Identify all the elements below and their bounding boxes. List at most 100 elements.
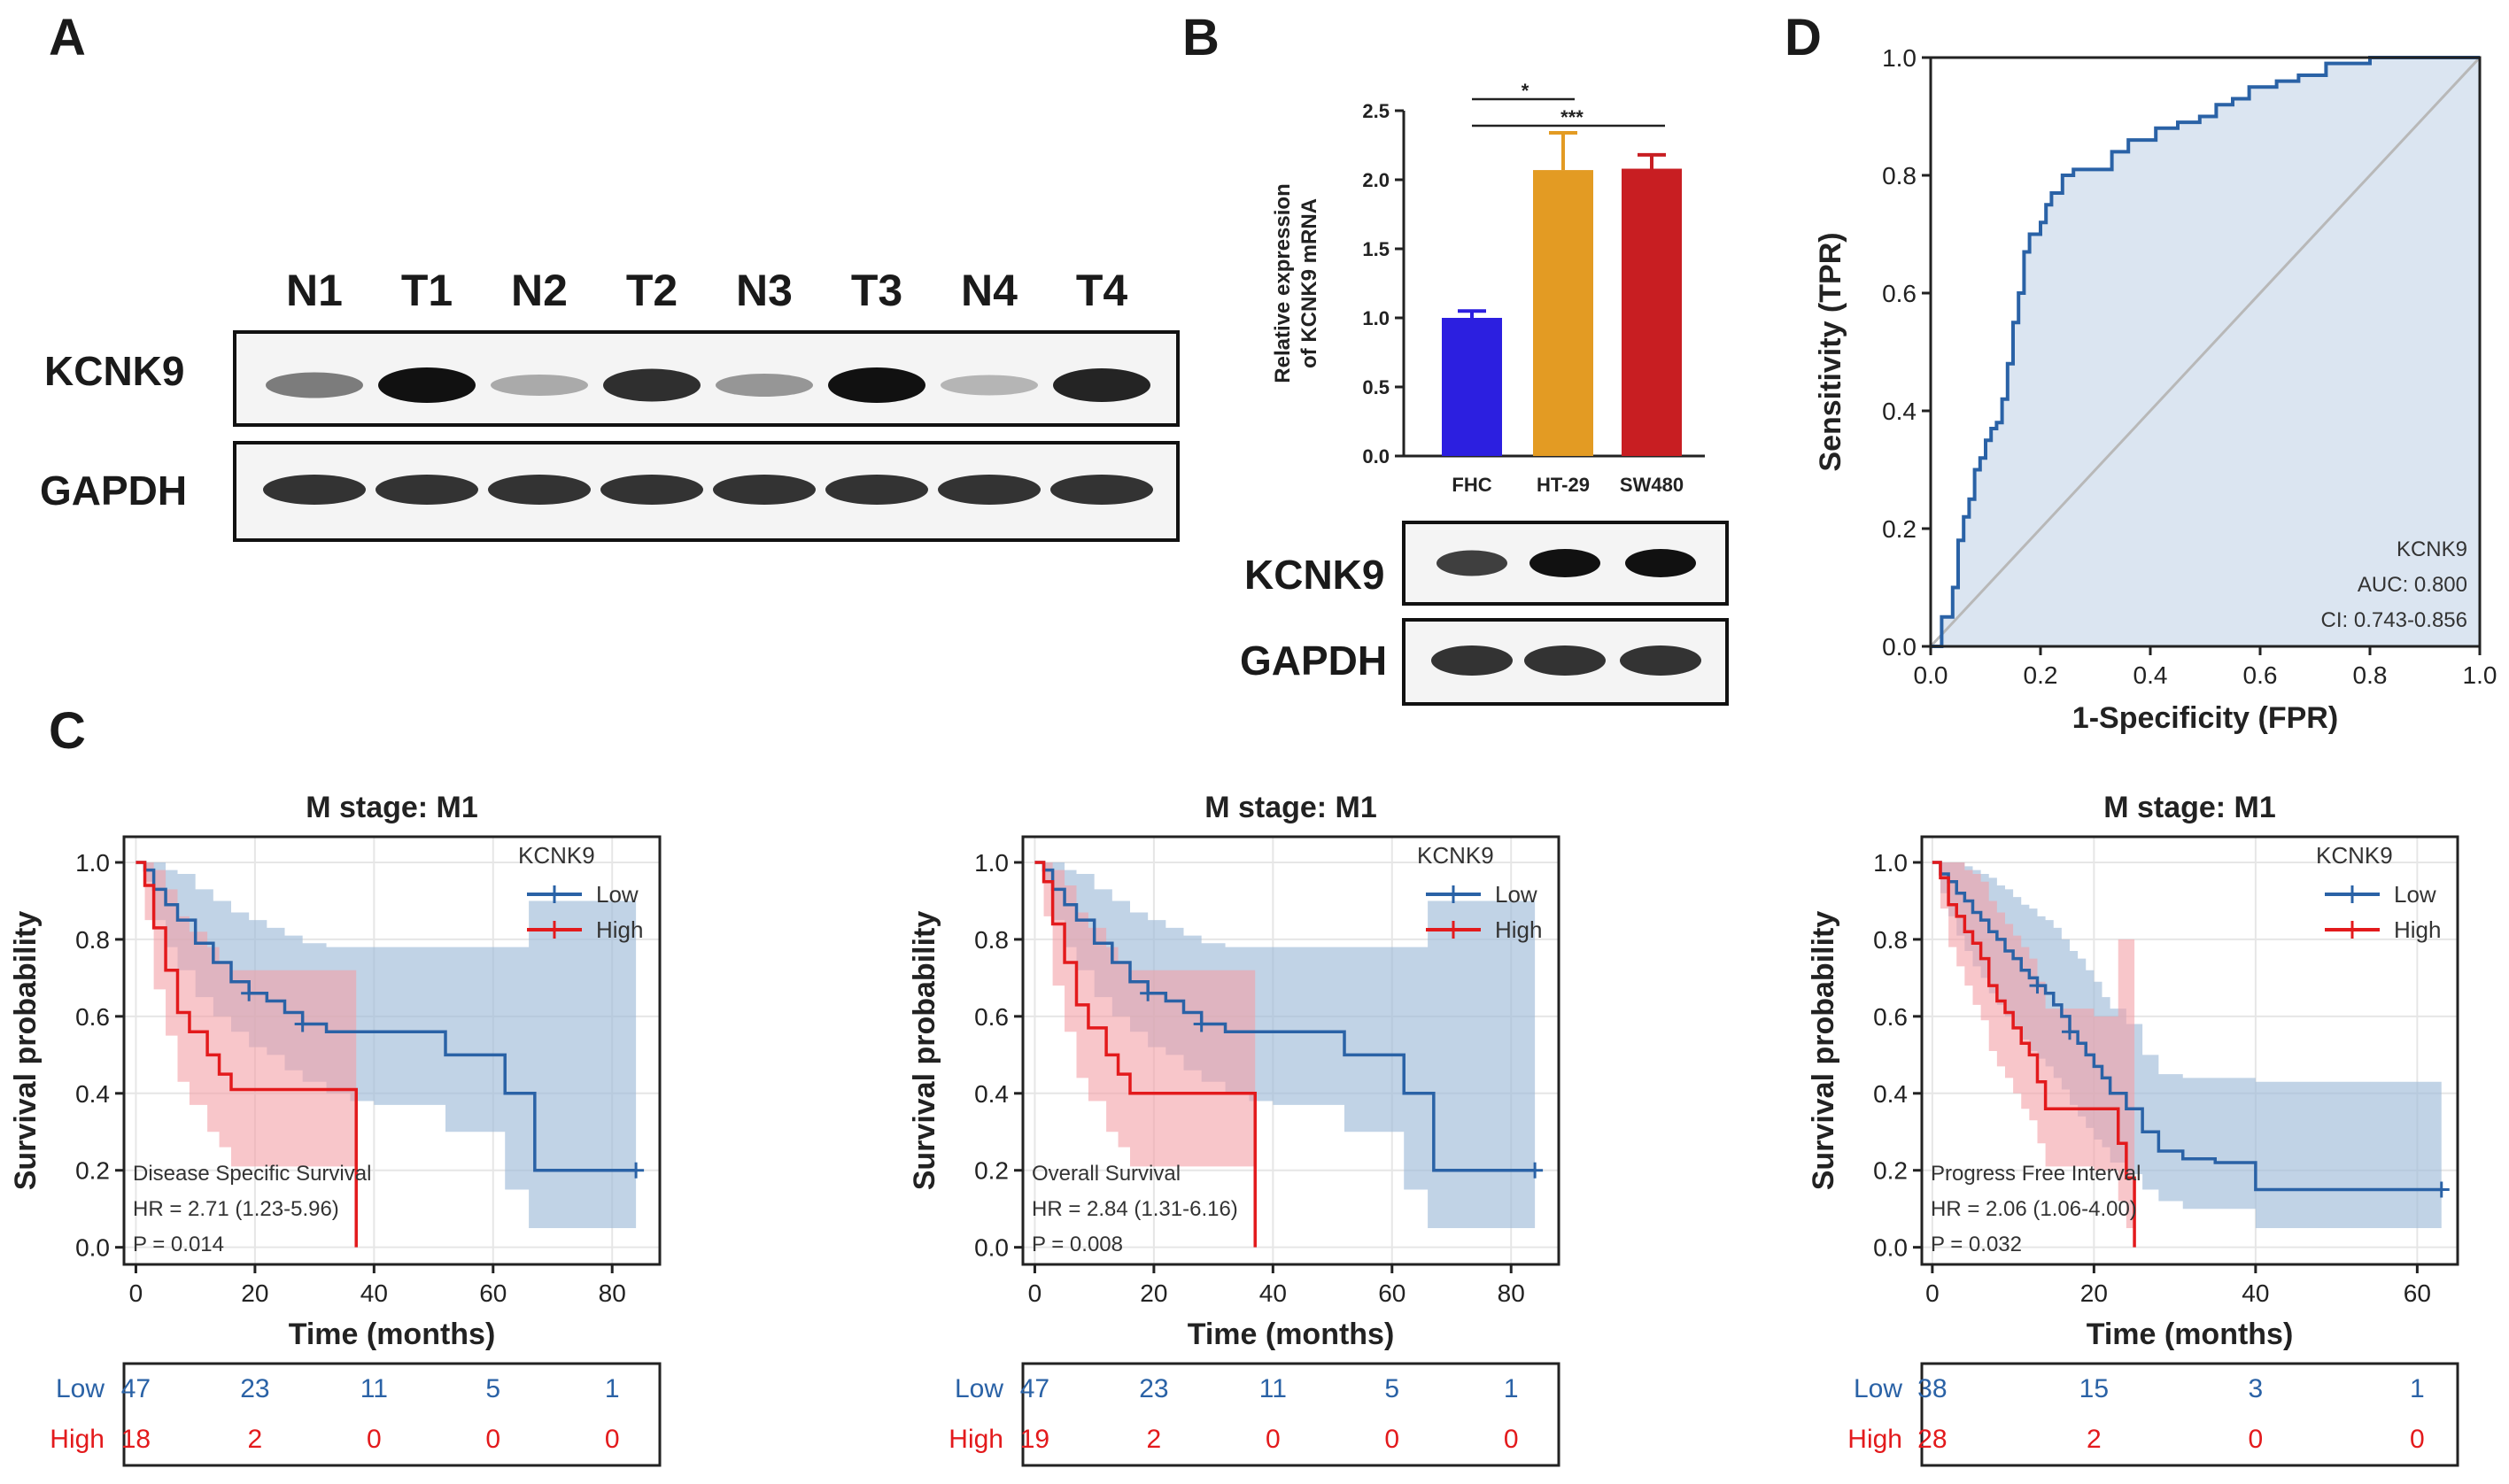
kcnk9-band-1	[266, 372, 363, 398]
blot-b-gapdh-band-3	[1620, 645, 1701, 676]
kcnk9-band-2	[378, 367, 476, 403]
bar-category-label: FHC	[1452, 474, 1491, 496]
blot-b-target-label: KCNK9	[1244, 552, 1384, 598]
lane-label-2: T1	[401, 266, 453, 315]
km-ytick-label: 0.0	[974, 1234, 1009, 1262]
kcnk9-band-3	[491, 375, 588, 396]
km-legend-low: Low	[596, 881, 639, 908]
blot-a-target-box	[233, 330, 1180, 427]
km-high-ci-band	[1932, 862, 2135, 1228]
roc-xlabel: 1-Specificity (FPR)	[2072, 701, 2338, 735]
km-legend-high: High	[1495, 916, 1542, 943]
km-xtick-label: 40	[1259, 1279, 1287, 1307]
bar-ylabel-line1: Relative expression	[1271, 183, 1295, 383]
km-risk-high-count: 0	[367, 1425, 382, 1454]
km-frame	[1021, 835, 1560, 1266]
km-risk-high-count: 0	[2410, 1425, 2425, 1454]
km-risk-low-count: 1	[2410, 1374, 2425, 1403]
roc-ytick-label: 1.0	[1882, 44, 1917, 72]
km-ytick-label: 0.6	[1873, 1003, 1908, 1031]
km-annotation-p: P = 0.032	[1931, 1233, 2022, 1256]
km-risk-low-count: 15	[2079, 1374, 2109, 1403]
gapdh-band-1	[263, 475, 366, 505]
bar-ytick-label: 0.5	[1362, 376, 1390, 398]
km-xtick-label: 0	[129, 1279, 143, 1307]
gapdh-band-4	[600, 475, 703, 505]
km-ytick-label: 1.0	[974, 849, 1009, 877]
kcnk9-band-4	[603, 368, 701, 402]
blot-b-kcnk9-band-3	[1625, 549, 1696, 577]
km-frame	[122, 835, 662, 1266]
gapdh-band-6	[825, 475, 928, 505]
gapdh-band-2	[376, 475, 478, 505]
lane-label-3: N2	[511, 266, 568, 315]
km-risk-low-count: 5	[485, 1374, 500, 1403]
kcnk9-band-8	[1053, 368, 1150, 402]
km-xlabel: Time (months)	[289, 1318, 496, 1351]
bar-sw480	[1622, 168, 1682, 456]
km-ytick-label: 0.6	[75, 1003, 110, 1031]
km-ytick-label: 0.2	[75, 1157, 110, 1185]
km-low-censor	[628, 1162, 645, 1179]
kcnk9-band-5	[716, 374, 813, 397]
bar-ht-29	[1533, 170, 1593, 456]
km-risk-high-count: 0	[485, 1425, 500, 1454]
lane-label-5: N3	[736, 266, 793, 315]
km-risk-table	[1021, 1362, 1560, 1467]
km-risk-high-count: 18	[121, 1425, 151, 1454]
km-legend-low: Low	[2394, 881, 2436, 908]
km-chart-dss: 0.00.20.40.60.81.00 20 40 60 80M stage: M1Ti…	[9, 791, 662, 1467]
bar-category-label: HT-29	[1537, 474, 1590, 496]
lane-label-6: T3	[851, 266, 902, 315]
km-ytick-label: 0.4	[1873, 1080, 1908, 1108]
km-risk-high-count: 2	[248, 1425, 263, 1454]
km-risk-low-count: 23	[1139, 1374, 1168, 1403]
km-ytick-label: 0.0	[75, 1234, 110, 1262]
km-legend-low: Low	[1495, 881, 1537, 908]
western-blot-b: KCNK9 GAPDH	[1240, 521, 1729, 706]
roc-curve	[1931, 56, 2480, 648]
lane-label-8: T4	[1076, 266, 1128, 315]
km-low-censor	[2029, 978, 2046, 994]
km-chart-os: 0.00.20.40.60.81.00 20 40 60 80M stage: M1Ti…	[908, 791, 1560, 1467]
km-legend-high: High	[2394, 916, 2441, 943]
km-annotation-p: P = 0.014	[133, 1233, 224, 1256]
km-risk-low-count: 47	[121, 1374, 151, 1403]
km-legend-title: KCNK9	[2316, 842, 2393, 869]
roc-diagonal	[1929, 56, 2482, 648]
roc-legend-title: KCNK9	[2397, 537, 2467, 561]
km-title: M stage: M1	[2103, 791, 2276, 824]
km-ytick-label: 1.0	[75, 849, 110, 877]
panel-label-b: B	[1182, 9, 1220, 66]
km-ytick-label: 0.8	[75, 926, 110, 954]
blot-a-control-label: GAPDH	[40, 468, 187, 514]
km-annotation-endpoint: Progress Free Interval	[1931, 1162, 2141, 1186]
roc-auc-text: AUC: 0.800	[2358, 573, 2467, 597]
western-blot-a: KCNK9 GAPDH N1 T1 N2 T2 N3 T3 N4 T4	[40, 266, 1180, 542]
km-low-ci-band	[1932, 862, 2442, 1228]
km-xlabel: Time (months)	[1188, 1318, 1395, 1351]
km-high-curve	[1932, 861, 2136, 1248]
km-ylabel: Survival probability	[9, 911, 43, 1191]
km-xtick-label: 60	[1378, 1279, 1406, 1307]
km-risk-high-count: 2	[1147, 1425, 1162, 1454]
km-risk-high-count: 0	[2249, 1425, 2264, 1454]
blot-b-kcnk9-band-2	[1529, 549, 1600, 577]
km-risk-high-count: 0	[605, 1425, 620, 1454]
km-ytick-label: 0.2	[1873, 1157, 1908, 1185]
km-low-ci-band	[1034, 862, 1536, 1228]
bar-ytick-label: 2.0	[1362, 169, 1390, 191]
blot-b-gapdh-band-2	[1524, 645, 1606, 676]
km-risk-high-count: 0	[1384, 1425, 1399, 1454]
km-xtick-label: 40	[2242, 1279, 2269, 1307]
km-chart-pfi: 0.00.20.40.60.81.00 20 40 60M stage: M1Time…	[1807, 791, 2459, 1467]
km-risk-low-count: 1	[605, 1374, 620, 1403]
roc-ylabel: Sensitivity (TPR)	[1814, 232, 1847, 471]
km-low-curve	[1034, 861, 1536, 1172]
kcnk9-band-7	[941, 375, 1038, 396]
km-xtick-label: 80	[599, 1279, 626, 1307]
km-high-curve	[1034, 861, 1257, 1248]
km-low-censor	[1527, 1162, 1544, 1179]
km-low-censor	[241, 985, 258, 1001]
